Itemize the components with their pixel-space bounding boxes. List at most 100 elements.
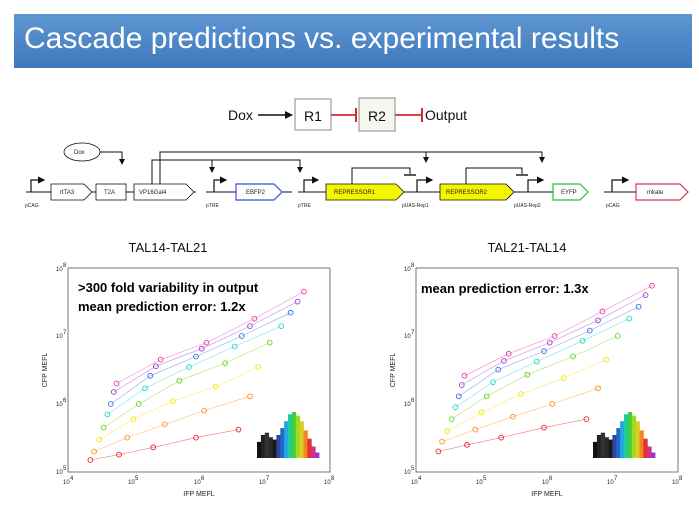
plot-1-point bbox=[142, 385, 148, 392]
part-eyfp-label: EYFP bbox=[561, 190, 577, 196]
plot-1-point bbox=[235, 426, 242, 433]
plot-2-point bbox=[626, 315, 633, 322]
plot-2-series-1-line bbox=[441, 388, 599, 442]
plot-2-point bbox=[435, 448, 442, 455]
plot-1-point bbox=[198, 345, 205, 352]
plot-2-ytick-0-exp: 5 bbox=[411, 466, 415, 472]
slide-title: Cascade predictions vs. experimental res… bbox=[24, 22, 620, 55]
plot-2-inset-bar bbox=[612, 435, 617, 458]
plot-1-series-6-line bbox=[113, 301, 298, 393]
plot-2-point bbox=[461, 372, 468, 379]
plot-1-xtick-0: 10 bbox=[63, 480, 70, 486]
plot-1-point bbox=[113, 380, 120, 387]
plot-1-point bbox=[107, 401, 114, 407]
cascade-node-r2-label: R2 bbox=[368, 108, 386, 124]
plot-1-inset-bar bbox=[268, 437, 273, 458]
plot-2-inset-bar bbox=[647, 446, 652, 458]
part-vp16gal4 bbox=[133, 183, 195, 201]
plot-2-point bbox=[642, 292, 649, 298]
plot-2-inset-bar bbox=[596, 435, 602, 458]
cascade-diagram: Dox R1 R2 Output bbox=[228, 97, 467, 132]
plot-1-inset-bar bbox=[288, 414, 293, 458]
plot-2-ytick-1: 10 bbox=[404, 402, 411, 408]
plot-1-point bbox=[124, 434, 131, 441]
plot-1-point bbox=[110, 389, 117, 395]
plot-1-y-ticks: 10 5 10 6 10 7 10 8 bbox=[56, 263, 67, 476]
plot-2-point bbox=[490, 379, 496, 385]
plot-1-xtick-2-exp: 6 bbox=[201, 476, 205, 482]
plot-2-point bbox=[583, 416, 590, 422]
plot-1-point bbox=[231, 343, 238, 350]
plot-1-inset-bar bbox=[315, 452, 320, 458]
plot-1-annotation-2: mean prediction error: 1.2x bbox=[78, 299, 246, 314]
plot-1-series-0-line bbox=[90, 429, 239, 461]
promoter-ptre2-arrow bbox=[303, 176, 320, 192]
plot-2-series-7-line bbox=[464, 285, 653, 377]
plot-1-point bbox=[157, 356, 164, 363]
dox-label: Dox bbox=[74, 150, 85, 156]
plot-2-point bbox=[495, 366, 502, 373]
plot-1-point bbox=[251, 315, 258, 322]
plot-2-ytick-3-exp: 8 bbox=[411, 263, 415, 269]
plot-2-xtick-2: 10 bbox=[542, 480, 549, 486]
plot-2-point bbox=[452, 404, 459, 410]
plot-1-inset-bar bbox=[264, 432, 270, 458]
wire-vp16-to-ptre bbox=[151, 159, 215, 184]
plot-1-point bbox=[153, 363, 159, 370]
plot-2-inset-histogram bbox=[593, 412, 656, 458]
plot-2-point bbox=[586, 327, 593, 334]
plot-1-xtick-2: 10 bbox=[194, 480, 201, 486]
plot-1-xtick-3-exp: 7 bbox=[266, 476, 270, 482]
plot-2-xtick-3-exp: 7 bbox=[614, 476, 618, 482]
plot-1-marks bbox=[87, 288, 307, 463]
plot-1-series-5-line bbox=[110, 312, 291, 405]
cascade-node-r1-label: R1 bbox=[304, 108, 322, 124]
part-mkate bbox=[635, 183, 689, 201]
plot-1-point bbox=[201, 407, 208, 414]
plot-2-point bbox=[448, 416, 455, 422]
plot-2-inset-bar bbox=[627, 412, 633, 458]
plot-2-point bbox=[509, 413, 516, 420]
title-bar: Cascade predictions vs. experimental res… bbox=[14, 14, 692, 68]
plot-2-xtick-0-exp: 4 bbox=[418, 476, 422, 482]
plot-1-series-3-line bbox=[103, 342, 270, 428]
plot-2-point bbox=[501, 358, 507, 364]
plot-2-point bbox=[439, 438, 445, 445]
plot-1-xtick-1-exp: 5 bbox=[135, 476, 139, 482]
plot-1-series-1-line bbox=[93, 396, 251, 452]
plot-2-point bbox=[579, 337, 586, 344]
plot-2-inset-bar bbox=[593, 441, 598, 458]
plot-2-point bbox=[635, 303, 642, 310]
plot-2-point bbox=[455, 393, 462, 400]
plot-1-point bbox=[150, 444, 157, 451]
plot-2-point bbox=[649, 282, 655, 289]
plot-2-inset-bar bbox=[620, 421, 625, 458]
plot-1-point bbox=[176, 377, 183, 384]
plot-1-point bbox=[135, 401, 142, 407]
promoter-puas2-label: pUAS-Rep2 bbox=[514, 203, 541, 209]
plot-1-point bbox=[266, 339, 273, 346]
cascade-node-r2 bbox=[358, 97, 396, 132]
plot-1-inset-histogram bbox=[257, 412, 320, 458]
wire-vp16-to-ptre2 bbox=[212, 159, 303, 173]
cascade-output-label: Output bbox=[425, 107, 467, 123]
promoter-pcag2-label: pCAG bbox=[606, 203, 620, 209]
plot-1-ytick-2: 10 bbox=[56, 334, 63, 340]
cascade-arrowhead bbox=[285, 111, 293, 119]
plot-1-point bbox=[193, 434, 199, 441]
plot-1-series-7-line bbox=[116, 291, 305, 384]
plot-1-ytick-1: 10 bbox=[56, 402, 63, 408]
wire-rep2-repress bbox=[465, 167, 523, 184]
plot-2-xtick-3: 10 bbox=[607, 480, 614, 486]
plot-2-point bbox=[498, 434, 505, 441]
promoter-pcag2-arrow bbox=[611, 176, 630, 192]
plot-1-inset-bar bbox=[303, 430, 308, 458]
plot-1-inset-bar bbox=[291, 412, 297, 458]
plot-2-inset-bar bbox=[624, 414, 629, 458]
plot-2-series-2-line bbox=[447, 359, 607, 432]
plot-2-inset-bar bbox=[604, 437, 609, 458]
plot-2-point bbox=[603, 356, 610, 363]
plot-2-point bbox=[518, 391, 524, 397]
cascade-input-label: Dox bbox=[228, 107, 253, 123]
part-ebfp2 bbox=[235, 183, 283, 201]
